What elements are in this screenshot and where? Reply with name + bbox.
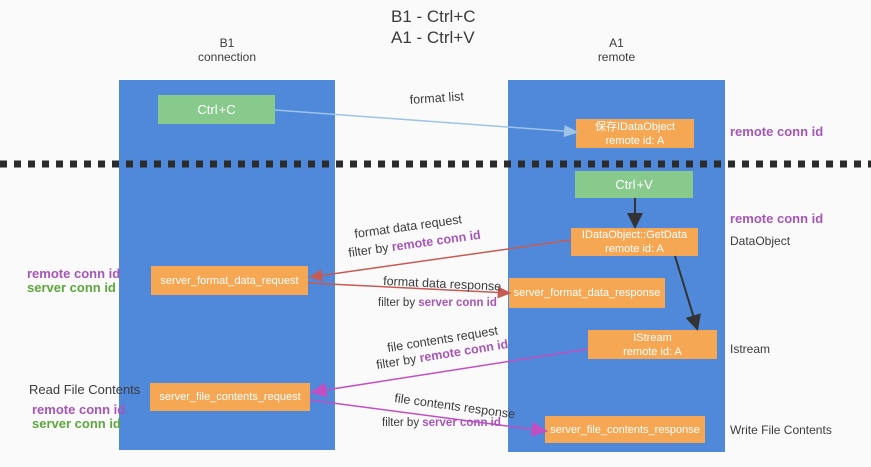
svg-text:format list: format list [409, 89, 465, 107]
svg-text:filter by server conn id: filter by server conn id [382, 417, 501, 429]
svg-text:filter by server conn id: filter by server conn id [378, 297, 497, 309]
svg-text:format data response: format data response [383, 274, 502, 294]
